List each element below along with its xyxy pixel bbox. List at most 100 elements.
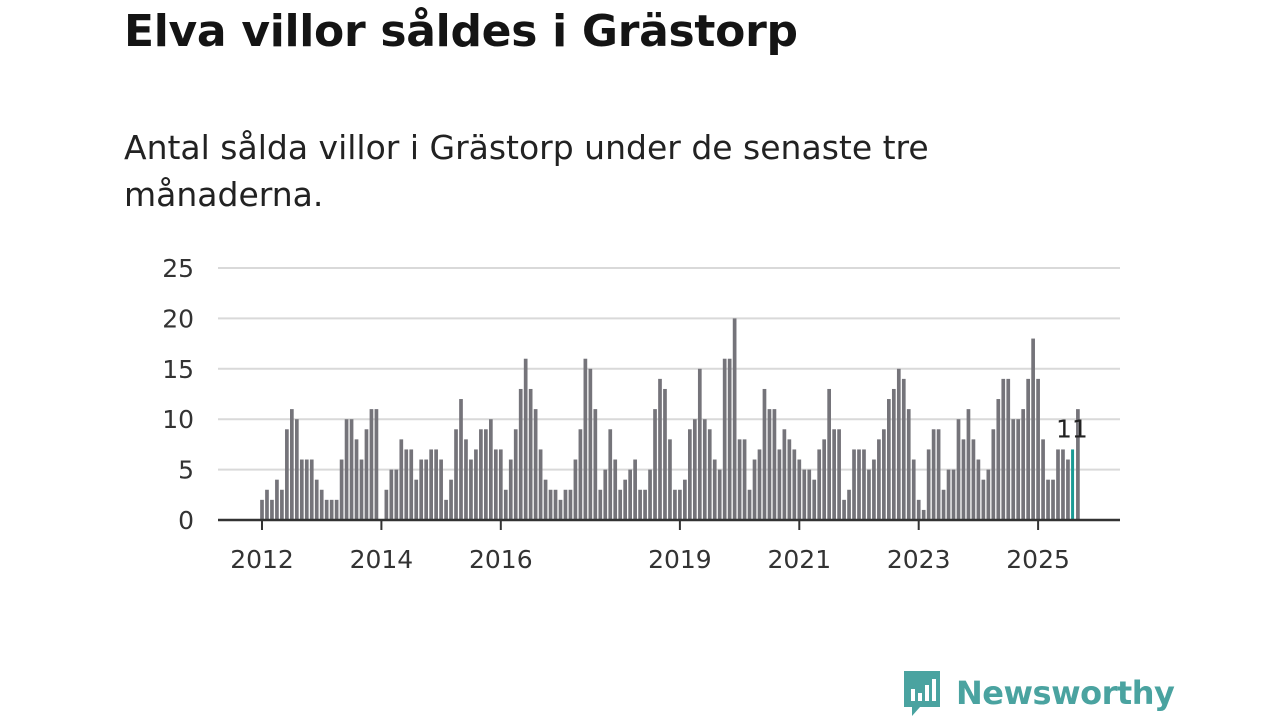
bar <box>1036 378 1040 520</box>
bar <box>464 439 468 520</box>
bar <box>613 459 618 520</box>
bar <box>872 459 876 520</box>
bar <box>901 378 906 520</box>
bar <box>469 459 473 520</box>
bar <box>742 439 747 520</box>
bar <box>1076 409 1080 520</box>
bar-highlight <box>1071 449 1075 520</box>
bar <box>518 388 523 520</box>
bar <box>762 388 767 520</box>
bar <box>707 429 712 520</box>
bar <box>936 429 941 520</box>
newsworthy-logo-text: Newsworthy <box>956 674 1175 712</box>
bar <box>678 489 682 520</box>
bar <box>349 419 354 520</box>
bar <box>837 429 841 520</box>
y-tick-label: 20 <box>162 304 194 333</box>
bar <box>474 449 478 520</box>
bar <box>643 489 647 520</box>
bar <box>862 449 866 520</box>
bar <box>633 459 637 520</box>
bar <box>827 388 831 520</box>
bar <box>618 489 623 520</box>
bar <box>489 419 493 520</box>
bar <box>454 429 458 520</box>
bar <box>966 409 971 520</box>
bar <box>528 388 533 520</box>
bar <box>986 469 991 520</box>
x-tick-label: 2012 <box>230 545 294 574</box>
y-tick-label: 5 <box>178 456 194 485</box>
bar <box>394 469 399 520</box>
bar <box>578 429 583 520</box>
bar <box>956 419 961 520</box>
bar <box>414 479 419 520</box>
bar <box>767 409 772 520</box>
bar <box>946 469 951 520</box>
bar <box>887 399 891 520</box>
bar <box>309 459 314 520</box>
bar <box>842 499 846 520</box>
bar <box>334 499 339 520</box>
bar <box>364 429 369 520</box>
bar <box>688 429 692 520</box>
bar <box>329 499 334 520</box>
bar <box>538 449 543 520</box>
bar <box>822 439 827 520</box>
bar <box>1041 439 1045 520</box>
bar <box>598 489 603 520</box>
bar <box>832 429 836 520</box>
bar <box>285 429 289 520</box>
bar <box>931 429 936 520</box>
bar <box>623 479 628 520</box>
bar <box>419 459 424 520</box>
bar <box>1006 378 1011 520</box>
bar <box>1031 338 1035 520</box>
bar <box>280 489 284 520</box>
bar <box>583 358 588 520</box>
y-tick-label: 15 <box>162 355 194 384</box>
bar <box>409 449 414 520</box>
bar <box>608 429 613 520</box>
bar <box>314 479 319 520</box>
bar <box>1021 409 1026 520</box>
bar <box>603 469 608 520</box>
bar <box>896 368 901 520</box>
bar <box>523 358 528 520</box>
bar <box>543 479 548 520</box>
bar <box>319 489 324 520</box>
bar <box>732 318 737 520</box>
bar <box>593 409 598 520</box>
bar <box>493 449 498 520</box>
bar <box>817 449 822 520</box>
bar <box>573 459 578 520</box>
bar <box>568 489 573 520</box>
bar <box>558 499 563 520</box>
bar <box>941 489 946 520</box>
newsworthy-logo[interactable]: Newsworthy <box>902 669 1175 717</box>
bar <box>324 499 329 520</box>
bar <box>891 388 896 520</box>
x-tick-label: 2025 <box>1006 545 1070 574</box>
bar <box>270 499 274 520</box>
bar <box>648 469 652 520</box>
bar <box>304 459 309 520</box>
bar <box>638 489 642 520</box>
bar <box>1016 419 1021 520</box>
bar <box>717 469 722 520</box>
bar <box>847 489 851 520</box>
bar <box>459 399 463 520</box>
bar <box>553 489 558 520</box>
bar <box>857 449 861 520</box>
bar <box>290 409 294 520</box>
bar <box>1046 479 1050 520</box>
bar <box>294 419 299 520</box>
bar <box>727 358 732 520</box>
bar <box>399 439 404 520</box>
y-tick-label: 25 <box>162 254 194 283</box>
bar <box>479 429 483 520</box>
bar <box>653 409 657 520</box>
bar <box>812 479 817 520</box>
chart-title: Elva villor såldes i Grästorp <box>124 6 798 57</box>
